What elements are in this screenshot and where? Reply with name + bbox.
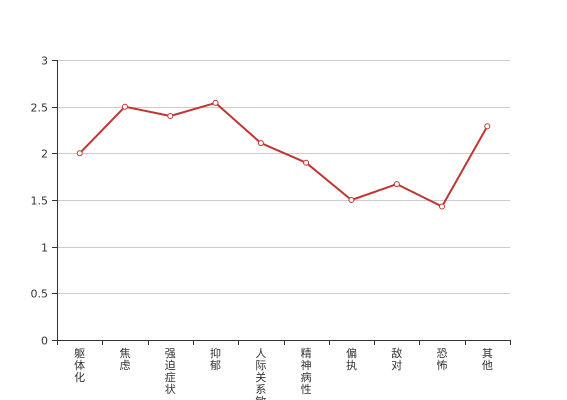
y-tick-label: 0.5	[31, 288, 49, 301]
y-tick-labels: 0 0.5 1 1.5 2 2.5 3	[31, 55, 49, 348]
x-tick-label: 强迫症状	[165, 347, 176, 396]
x-tick-label: 焦虑	[119, 347, 130, 372]
y-tick-label: 1	[41, 242, 48, 255]
data-point	[348, 197, 355, 203]
y-tick-label: 0	[41, 335, 48, 348]
data-point	[393, 181, 400, 188]
data-point	[76, 150, 83, 157]
data-point	[212, 99, 219, 106]
x-tick-label: 其他	[482, 347, 493, 372]
x-tick-label: 抑郁	[210, 346, 221, 372]
series-line	[78, 101, 489, 208]
x-tick-label: 恐怖	[437, 347, 448, 372]
x-tick-label: 躯体化	[74, 347, 85, 384]
grid-lines	[57, 60, 510, 294]
data-point	[257, 140, 264, 147]
data-point	[167, 113, 174, 119]
y-tick-label: 2.5	[31, 102, 49, 115]
x-tick-label: 敌对	[391, 346, 402, 372]
y-tick-label: 1.5	[31, 195, 49, 208]
series	[76, 99, 491, 210]
y-tick-label: 2	[41, 148, 48, 161]
data-point	[121, 103, 128, 110]
x-tick-label: 偏执	[346, 346, 357, 372]
x-tick-labels: 躯体化 焦虑 强迫症状 抑郁 人际关系敏感 精神病性 偏执 敌对 恐怖 其他	[74, 346, 493, 400]
data-point	[439, 203, 445, 210]
data-point	[303, 159, 310, 166]
data-point	[484, 123, 491, 130]
x-tick-label: 人际关系敏感	[255, 347, 266, 400]
axes	[52, 60, 511, 345]
y-tick-label: 3	[41, 55, 48, 68]
x-tick-label: 精神病性	[301, 347, 312, 396]
